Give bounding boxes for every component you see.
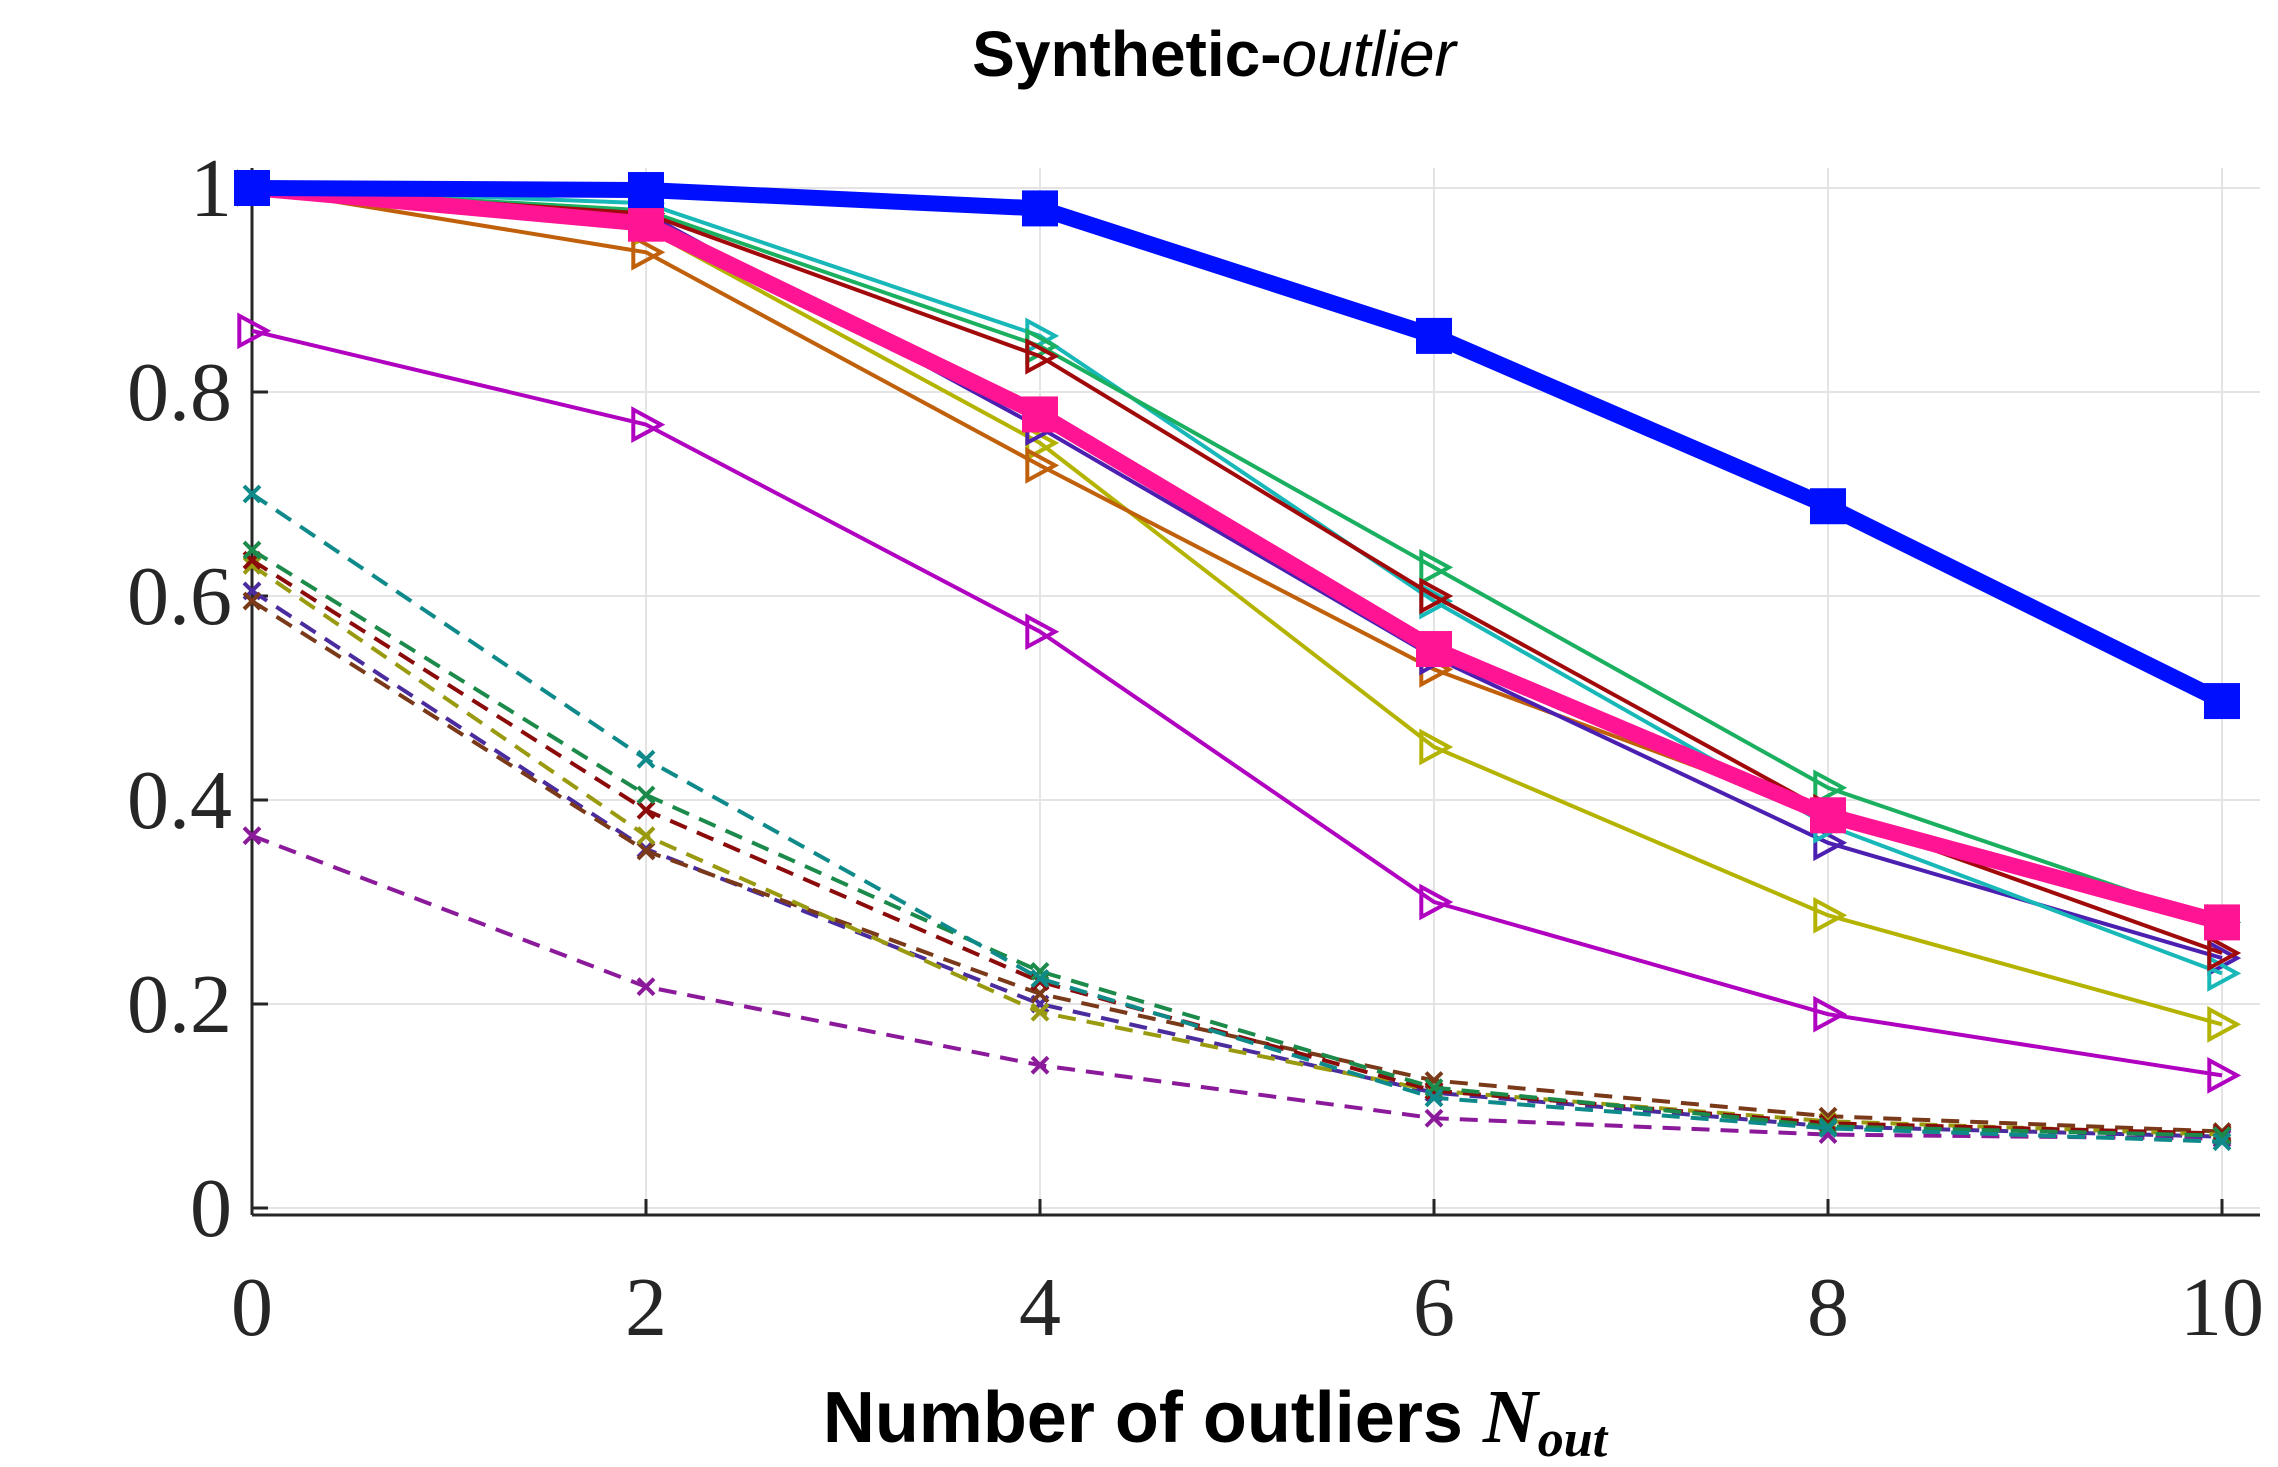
series-layer [234,169,2242,1152]
data-point-triangle [1813,824,1848,862]
series-dashed-purple [242,826,2232,1149]
grid-layer [251,168,2260,1215]
x-tick-label: 2 [625,1261,667,1354]
x-tick-label: 10 [2180,1261,2264,1354]
series-line [250,589,2223,1139]
series-line [251,180,2225,931]
x-axis-label-text: Number of outliers [823,1378,1483,1458]
data-point-triangle [1025,447,1060,484]
series-line [251,186,2223,925]
chart-title: Synthetic-outlier [972,18,1458,90]
series-blue-ours [234,170,2240,720]
data-point-x [636,800,656,820]
series-solid-olive [237,169,2242,1043]
data-point-x [636,785,656,805]
data-point-square [2204,904,2240,941]
series-solid-magenta [237,312,2242,1094]
tick-label-layer: 0 2 4 6 8 10 0 0.2 0.4 0.6 0.8 1 [127,142,2264,1354]
series-line [250,492,2223,1144]
series-line [251,186,2223,1027]
x-tick-label: 8 [1807,1261,1849,1354]
y-tick-label: 0.8 [127,346,232,439]
data-point-triangle [1813,896,1848,934]
data-point-square [234,170,270,206]
data-point-triangle [1419,577,1454,615]
data-point-triangle [1419,549,1454,586]
data-point-triangle [1419,883,1454,921]
data-point-triangle [1025,337,1060,375]
data-point-x [636,749,656,769]
axes-layer [250,168,2260,1217]
chart-title-italic: outlier [1282,18,1459,90]
series-line [251,180,2226,709]
series-line [250,548,2223,1138]
data-point-square [628,205,664,242]
data-point-x [636,977,656,997]
data-point-x [1030,969,1050,988]
series-line [250,558,2223,1136]
data-point-triangle [2207,955,2242,992]
y-tick-label: 0.6 [127,550,232,643]
series-line [251,328,2223,1078]
data-point-x [242,826,262,846]
x-axis-label-sub: out [1538,1411,1609,1462]
data-point-triangle [631,406,666,443]
y-tick-label: 1 [190,142,232,235]
x-tick-label: 0 [231,1261,273,1354]
data-point-triangle [1813,995,1848,1033]
data-point-triangle [1025,613,1060,651]
y-tick-label: 0.2 [127,958,232,1051]
data-point-x [1030,1002,1050,1022]
data-point-triangle [2207,1006,2242,1043]
data-point-triangle [1813,769,1848,807]
series-line [250,563,2223,1137]
data-point-x [2212,1132,2232,1152]
x-axis-label-var: N [1482,1375,1541,1459]
data-point-square [628,172,664,209]
y-tick-label: 0 [190,1162,232,1255]
data-point-x [1424,1081,1444,1101]
series-line [251,186,2223,976]
data-point-square [1416,631,1452,668]
data-point-triangle [2207,1057,2242,1094]
series-line [251,833,2223,1141]
data-point-x [1818,1119,1838,1138]
data-point-x [636,826,656,846]
data-point-x [242,555,262,575]
data-point-x [1030,961,1050,981]
data-point-triangle [1419,728,1454,766]
series-solid-teal [237,169,2242,992]
data-point-x [1424,1088,1444,1108]
data-point-square [1810,797,1846,834]
data-point-x [242,484,262,504]
data-point-square [2204,683,2240,720]
data-point-x [1030,1055,1050,1075]
x-axis-label: Number of outliers Nout [823,1375,1609,1462]
chart-title-main: Synthetic- [972,18,1281,90]
series-dashed-teal [242,484,2232,1152]
x-tick-label: 4 [1019,1261,1061,1354]
data-point-triangle [237,312,272,350]
data-point-square [1810,488,1846,525]
data-point-square [1022,396,1058,433]
data-point-triangle [2207,934,2242,972]
data-point-x [1424,1108,1444,1128]
data-point-square [1416,317,1452,354]
x-tick-label: 6 [1413,1261,1455,1354]
data-point-x [242,591,262,611]
data-point-triangle [631,233,666,271]
data-point-square [1022,190,1058,227]
data-point-x [636,841,656,861]
data-point-x [242,540,262,560]
y-tick-label: 0.4 [127,754,232,847]
